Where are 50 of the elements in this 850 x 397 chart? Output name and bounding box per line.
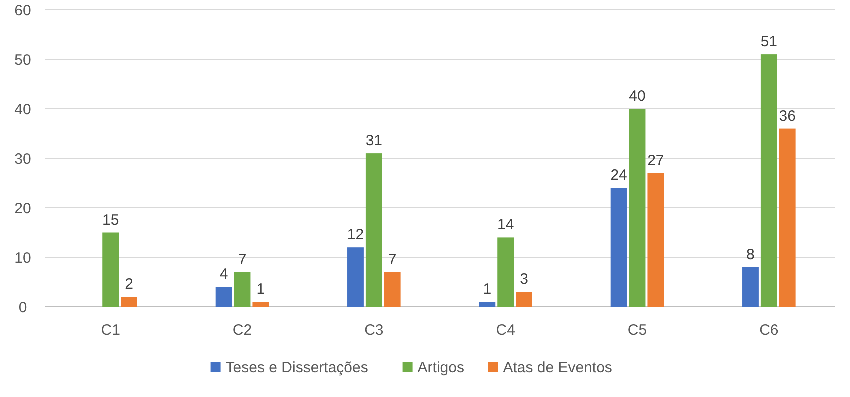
data-label: 7 xyxy=(388,251,397,268)
data-label: 14 xyxy=(497,216,514,234)
bar xyxy=(216,287,232,307)
x-tick-label: C3 xyxy=(364,322,384,339)
x-tick-label: C6 xyxy=(760,322,779,339)
y-tick-label: 50 xyxy=(14,52,32,69)
data-label: 7 xyxy=(238,251,247,268)
bar xyxy=(252,302,270,307)
bar xyxy=(366,154,382,307)
bar xyxy=(384,272,401,307)
y-tick-label: 0 xyxy=(18,299,28,316)
y-tick-label: 60 xyxy=(14,2,32,20)
data-label: 4 xyxy=(220,266,228,284)
y-tick-label: 10 xyxy=(14,250,32,267)
data-label: 3 xyxy=(520,271,528,288)
x-tick-label: C5 xyxy=(628,322,648,339)
bar xyxy=(234,272,251,307)
data-label: 27 xyxy=(648,152,664,170)
x-tick-label: C2 xyxy=(232,322,252,339)
legend-label: Atas de Eventos xyxy=(503,359,612,376)
bar xyxy=(121,297,138,307)
bar xyxy=(516,292,532,307)
data-label: 15 xyxy=(102,212,120,229)
y-tick-label: 40 xyxy=(14,101,32,118)
y-tick-label: 20 xyxy=(14,200,32,218)
bar xyxy=(348,248,364,307)
data-label: 12 xyxy=(347,226,364,244)
bar xyxy=(610,188,628,307)
data-label: 40 xyxy=(629,88,646,105)
bar xyxy=(760,54,778,307)
legend-label: Teses e Dissertações xyxy=(226,359,368,376)
x-tick-label: C4 xyxy=(496,322,516,339)
data-label: 31 xyxy=(366,132,383,150)
data-label: 2 xyxy=(125,276,134,294)
data-label: 8 xyxy=(746,246,755,264)
bar xyxy=(498,238,514,307)
bar xyxy=(779,128,796,307)
bar xyxy=(648,173,664,307)
bar xyxy=(629,109,646,307)
legend-label: Artigos xyxy=(418,359,464,376)
data-label: 24 xyxy=(610,167,628,184)
bar xyxy=(479,302,496,307)
data-label: 36 xyxy=(779,108,796,125)
x-tick-label: C1 xyxy=(101,322,120,339)
data-label: 1 xyxy=(483,281,492,298)
data-label: 1 xyxy=(256,281,266,298)
bar xyxy=(742,267,759,307)
bar xyxy=(102,232,120,307)
data-label: 51 xyxy=(760,34,778,51)
y-tick-label: 30 xyxy=(14,150,32,168)
